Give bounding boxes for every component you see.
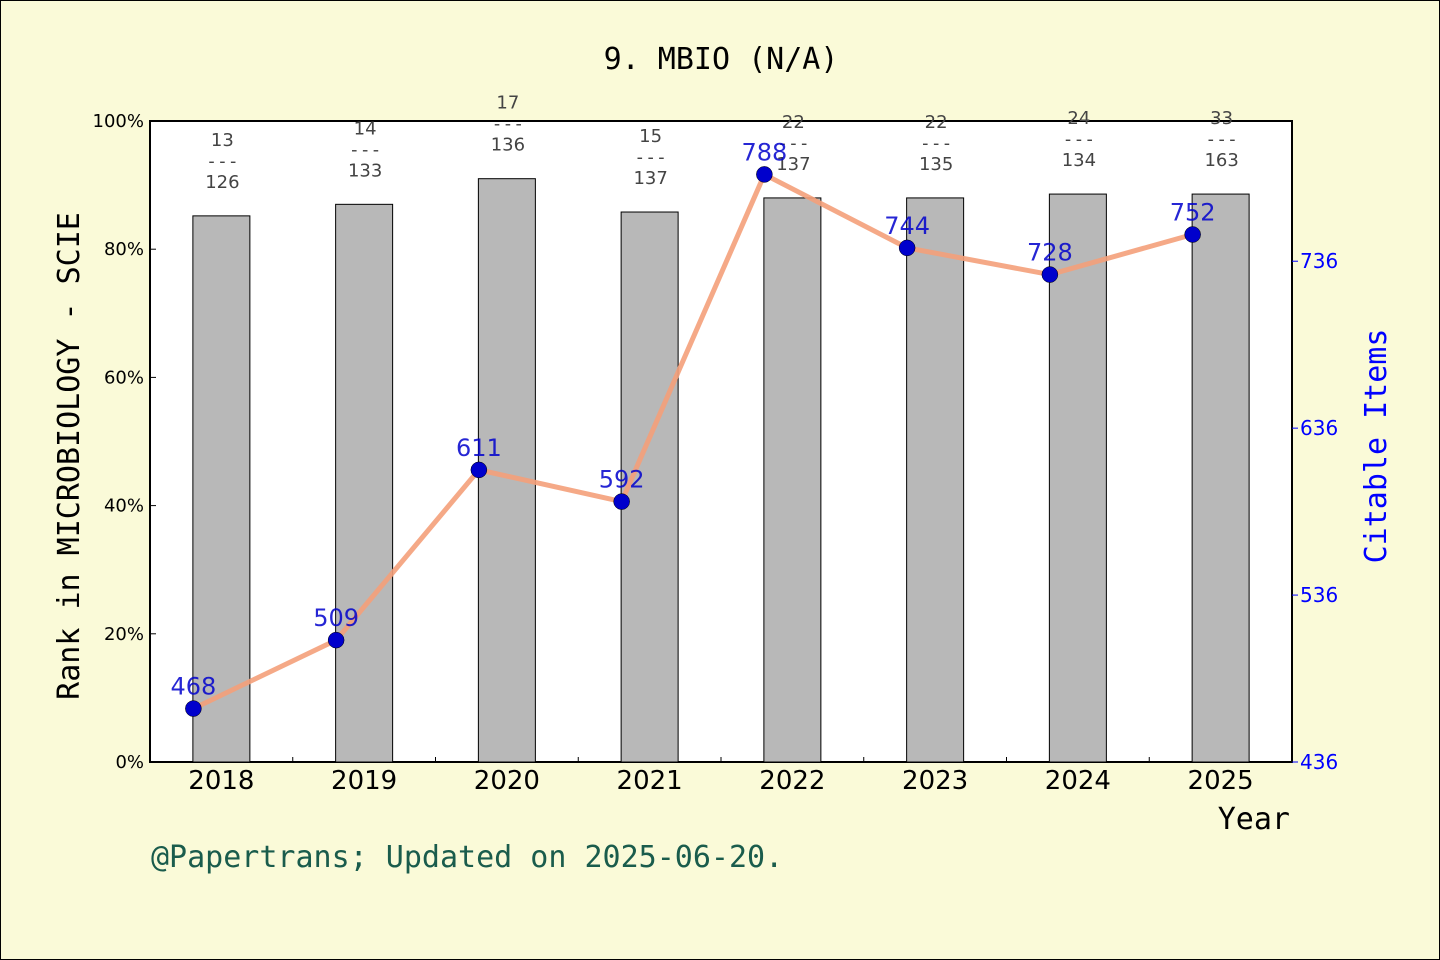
rank-numerator-2019: 14 — [354, 118, 377, 139]
y2-tick-label: 536 — [1300, 583, 1338, 607]
rank-denominator-2024: 134 — [1062, 150, 1096, 171]
y2-tick-label: 636 — [1300, 416, 1338, 440]
bar-2025 — [1191, 193, 1250, 763]
citable-label-2020: 611 — [456, 434, 502, 462]
citable-label-2024: 728 — [1027, 239, 1073, 267]
y-tick-label: 20% — [104, 624, 144, 645]
rank-denominator-2021: 137 — [633, 168, 667, 189]
rank-numerator-2023: 22 — [925, 112, 948, 133]
citable-point-2020 — [470, 461, 488, 479]
rank-numerator-2024: 24 — [1067, 108, 1090, 129]
citable-point-2019 — [327, 631, 345, 649]
y-tick-label: 60% — [104, 367, 144, 388]
y2-axis-label: Citable Items — [1359, 329, 1394, 564]
y2-tick-label: 736 — [1300, 249, 1338, 273]
x-tick-label-2021: 2021 — [617, 766, 683, 796]
x-tick-label-2022: 2022 — [759, 766, 825, 796]
y-tick-label: 0% — [115, 752, 144, 773]
rank-denominator-2018: 126 — [205, 172, 239, 193]
y-tick-label: 40% — [104, 496, 144, 517]
rank-numerator-2020: 17 — [496, 93, 519, 114]
bar-2019 — [335, 203, 394, 763]
chart-title: 9. MBIO (N/A) — [604, 42, 839, 77]
citable-point-2024 — [1041, 266, 1059, 283]
x-tick-label-2018: 2018 — [188, 766, 254, 796]
x-tick-label-2024: 2024 — [1045, 766, 1111, 796]
bar-2023 — [906, 197, 965, 763]
x-axis: 2018 2019 2020 2021 2022 2023 2024 2025 — [149, 757, 1293, 796]
citable-label-2025: 752 — [1170, 199, 1216, 227]
rank-numerator-2022: 22 — [782, 112, 805, 133]
rank-separator-2025: --- — [1205, 129, 1238, 150]
footer-credit: @Papertrans; Updated on 2025-06-20. — [151, 840, 783, 875]
rank-separator-2023: --- — [920, 133, 953, 154]
citable-label-2022: 788 — [741, 138, 787, 166]
citable-point-2023 — [898, 239, 916, 257]
citable-point-2025 — [1184, 226, 1201, 243]
x-axis-label: Year — [1218, 802, 1290, 837]
citable-point-2018 — [185, 700, 202, 717]
y-tick-label: 80% — [104, 239, 144, 260]
y-tick-label: 100% — [93, 111, 144, 132]
citable-items-line — [192, 171, 1194, 711]
rank-separator-2018: --- — [206, 151, 239, 172]
plot-area — [149, 120, 1293, 763]
bar-2018 — [192, 215, 251, 763]
y-axis-label: Rank in MICROBIOLOGY - SCIE — [52, 212, 87, 700]
x-tick-label-2019: 2019 — [331, 766, 397, 796]
citable-label-2019: 509 — [313, 604, 359, 632]
y2-tick-label: 436 — [1300, 750, 1338, 774]
rank-denominator-2020: 136 — [491, 135, 525, 156]
rank-denominator-2025: 163 — [1204, 150, 1238, 171]
citable-point-2022 — [756, 166, 773, 183]
bar-2024 — [1048, 193, 1107, 763]
x-tick-label-2023: 2023 — [902, 766, 968, 796]
citable-label-2021: 592 — [599, 466, 645, 494]
rank-separator-2019: --- — [349, 139, 382, 160]
rank-separator-2020: --- — [492, 114, 525, 135]
rank-numerator-2021: 15 — [639, 126, 662, 147]
citable-label-2023: 744 — [884, 212, 930, 240]
rank-separator-2022: --- — [777, 133, 810, 154]
left-axis: 0% 20% 40% 60% 80% 100% — [93, 111, 156, 773]
rank-separator-2024: --- — [1063, 129, 1096, 150]
citable-point-2021 — [613, 493, 630, 510]
right-axis: 436 536 636 736 — [1292, 249, 1338, 774]
rank-denominator-2022: 137 — [776, 154, 810, 175]
rank-denominator-2023: 135 — [919, 154, 953, 175]
bar-2022 — [763, 197, 822, 763]
citable-label-2018: 468 — [170, 673, 216, 701]
rank-numerator-2018: 13 — [211, 130, 234, 151]
rank-numerator-2025: 33 — [1210, 108, 1233, 129]
rank-denominator-2019: 133 — [348, 160, 382, 181]
x-tick-label-2020: 2020 — [474, 766, 540, 796]
citable-line-group: 468 509 611 592 788 744 728 752 — [170, 138, 1216, 717]
rank-separator-2021: --- — [634, 147, 667, 168]
x-tick-label-2025: 2025 — [1188, 766, 1254, 796]
